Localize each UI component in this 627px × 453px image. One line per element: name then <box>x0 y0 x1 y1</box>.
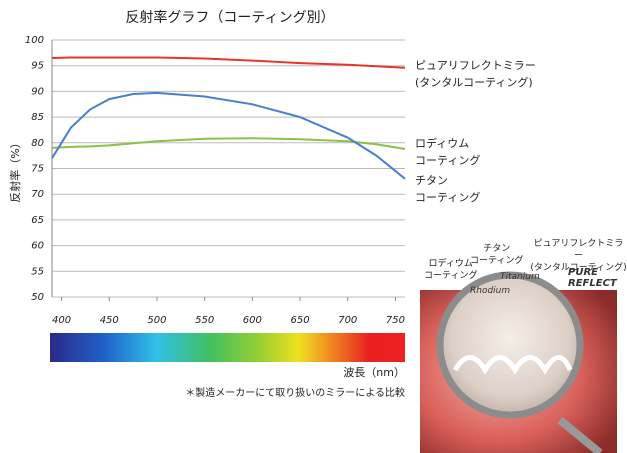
image-sublabel: Titanium <box>500 272 540 282</box>
y-tick-label: 70 <box>31 189 44 200</box>
legend-label: チタン コーティング <box>415 174 481 204</box>
y-tick-label: 95 <box>31 61 44 72</box>
x-tick-label: 650 <box>291 315 310 326</box>
chart-title: 反射率グラフ（コーティング別） <box>125 9 334 26</box>
y-tick-label: 90 <box>31 86 44 97</box>
x-tick-label: 550 <box>195 315 214 326</box>
y-tick-label: 60 <box>31 241 44 252</box>
y-tick-label: 80 <box>31 138 44 149</box>
y-tick-label: 65 <box>31 215 44 226</box>
x-tick-label: 750 <box>386 315 405 326</box>
spectrum-bar <box>50 333 405 362</box>
x-tick-label: 400 <box>52 315 71 326</box>
image-label: チタン コーティング <box>470 244 524 266</box>
x-tick-label: 600 <box>243 315 262 326</box>
y-tick-label: 100 <box>25 35 44 46</box>
x-tick-label: 450 <box>100 315 119 326</box>
image-label: ロディウム コーティング <box>424 259 478 281</box>
image-sublabel: PURE REFLECT <box>568 267 617 289</box>
y-tick-label: 85 <box>31 112 44 123</box>
note: ＊製造メーカーにて取り扱いのミラーによる比較 <box>185 386 405 399</box>
legend-label: ピュアリフレクトミラー (タンタルコーティング) <box>415 59 536 89</box>
teeth <box>452 355 573 375</box>
legend-label: ロディウム コーティング <box>415 137 481 167</box>
x-axis-label: 波長（nm） <box>343 366 405 379</box>
y-tick-label: 55 <box>31 266 44 277</box>
image-sublabel: Rhodium <box>470 286 511 296</box>
x-tick-label: 500 <box>147 315 166 326</box>
y-tick-label: 75 <box>31 164 44 175</box>
image-label: ピュアリフレクトミラー (タンタルコーティング) <box>530 239 627 273</box>
mirror <box>436 271 584 419</box>
y-tick-label: 50 <box>31 292 44 303</box>
series-line <box>51 91 406 180</box>
mirror-handle <box>557 416 603 453</box>
series-line <box>51 56 406 69</box>
x-tick-label: 700 <box>338 315 357 326</box>
y-axis-label: 反射率（%） <box>8 137 22 202</box>
